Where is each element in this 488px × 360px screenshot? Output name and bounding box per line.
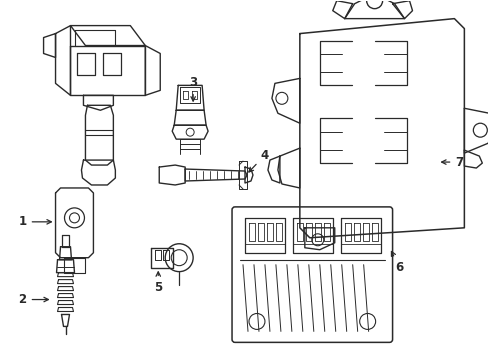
Text: 2: 2 bbox=[19, 293, 48, 306]
Text: 5: 5 bbox=[154, 272, 162, 294]
Text: 1: 1 bbox=[19, 215, 51, 228]
Text: 7: 7 bbox=[441, 156, 463, 168]
Text: 6: 6 bbox=[391, 252, 403, 274]
Text: 3: 3 bbox=[189, 76, 197, 101]
Text: 4: 4 bbox=[248, 149, 268, 172]
